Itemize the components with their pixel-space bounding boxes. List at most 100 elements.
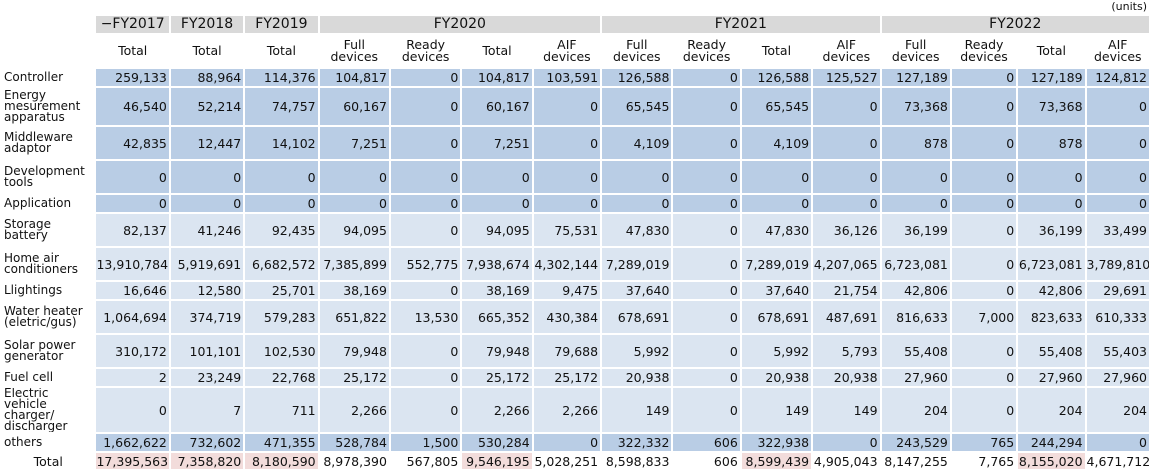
table-cell: 33,499 [1086, 214, 1149, 246]
table-cell: 7,251 [462, 127, 532, 159]
table-cell: 0 [673, 195, 740, 212]
column-header: Total [170, 35, 244, 67]
row-label: others [2, 434, 95, 451]
table-cell: 52,214 [170, 88, 244, 125]
units-label: (units) [1111, 0, 1147, 13]
table-cell: 4,302,144 [533, 248, 601, 280]
table-cell: 46,540 [96, 88, 169, 125]
table-cell: 149 [741, 388, 812, 432]
table-cell: 25,172 [462, 369, 532, 386]
table-cell: 101,101 [170, 335, 244, 367]
table-cell: 243,529 [881, 434, 950, 451]
table-cell: 14,102 [245, 127, 318, 159]
table-row: Home air conditioners 13,910,784 5,919,691… [2, 248, 1149, 280]
table-cell: 0 [462, 195, 532, 212]
table-cell: 0 [1086, 195, 1149, 212]
column-header: Ready devices [673, 35, 740, 67]
table-cell: 0 [951, 88, 1017, 125]
table-cell: 27,960 [881, 369, 950, 386]
table-cell: 552,775 [390, 248, 461, 280]
row-label: Development tools [2, 161, 95, 193]
table-cell: 94,095 [319, 214, 389, 246]
table-cell: 0 [533, 195, 601, 212]
table-cell: 73,368 [881, 88, 950, 125]
table-cell: 0 [245, 161, 318, 193]
table-cell: 310,172 [96, 335, 169, 367]
table-cell: 0 [881, 195, 950, 212]
table-cell: 127,189 [881, 69, 950, 86]
column-header: AIF devices [533, 35, 601, 67]
table-cell: 42,835 [96, 127, 169, 159]
table-cell: 0 [673, 282, 740, 299]
table-cell: 606 [673, 434, 740, 451]
column-header: Full devices [319, 35, 389, 67]
table-cell: 0 [96, 161, 169, 193]
total-cell: 5,028,251 [533, 453, 601, 469]
table-cell: 7,938,674 [462, 248, 532, 280]
table-cell: 0 [951, 214, 1017, 246]
row-label: Home air conditioners [2, 248, 95, 280]
row-label: Energy mesurement apparatus [2, 88, 95, 125]
table-cell: 0 [881, 161, 950, 193]
total-cell: 8,147,255 [881, 453, 950, 469]
table-cell: 21,754 [813, 282, 880, 299]
table-cell: 6,723,081 [881, 248, 950, 280]
table-cell: 7,289,019 [602, 248, 672, 280]
table-row: Development tools 0 0 0 0 0 0 0 0 0 0 0 0 0 0 0 [2, 161, 1149, 193]
table-cell: 2 [96, 369, 169, 386]
corner-cell [2, 35, 95, 67]
table-cell: 2,266 [319, 388, 389, 432]
total-cell: 7,765 [951, 453, 1017, 469]
table-cell: 0 [673, 335, 740, 367]
table-cell: 471,355 [245, 434, 318, 451]
table-cell: 0 [390, 195, 461, 212]
table-cell: 20,938 [813, 369, 880, 386]
table-cell: 0 [951, 161, 1017, 193]
table-row: Storage battery 82,137 41,246 92,435 94,095 0… [2, 214, 1149, 246]
table-cell: 27,960 [1018, 369, 1085, 386]
table-cell: 259,133 [96, 69, 169, 86]
table-cell: 430,384 [533, 301, 601, 333]
table-cell: 12,580 [170, 282, 244, 299]
table-cell: 82,137 [96, 214, 169, 246]
table-cell: 79,688 [533, 335, 601, 367]
table-cell: 0 [951, 335, 1017, 367]
table-cell: 7,385,899 [319, 248, 389, 280]
table-cell: 7,289,019 [741, 248, 812, 280]
table-cell: 42,806 [881, 282, 950, 299]
table-cell: 374,719 [170, 301, 244, 333]
total-cell: 8,155,020 [1018, 453, 1085, 469]
table-row: Energy mesurement apparatus 46,540 52,214 7… [2, 88, 1149, 125]
row-label: Application [2, 195, 95, 212]
row-label: Fuel cell [2, 369, 95, 386]
table-cell: 55,408 [881, 335, 950, 367]
table-row: others 1,662,622 732,602 471,355 528,784 1,50… [2, 434, 1149, 451]
table-cell: 0 [673, 161, 740, 193]
table-cell: 88,964 [170, 69, 244, 86]
table-cell: 60,167 [319, 88, 389, 125]
table-cell: 13,910,784 [96, 248, 169, 280]
table-cell: 0 [319, 195, 389, 212]
table-cell: 1,500 [390, 434, 461, 451]
table-cell: 38,169 [319, 282, 389, 299]
table-cell: 6,723,081 [1018, 248, 1085, 280]
table-cell: 0 [245, 195, 318, 212]
table-cell: 74,757 [245, 88, 318, 125]
table-cell: 4,207,065 [813, 248, 880, 280]
table-cell: 823,633 [1018, 301, 1085, 333]
table-cell: 75,531 [533, 214, 601, 246]
table-cell: 0 [673, 127, 740, 159]
table-cell: 0 [390, 335, 461, 367]
table-cell: 20,938 [741, 369, 812, 386]
table-cell: 322,332 [602, 434, 672, 451]
device-shipments-table: −FY2017 FY2018 FY2019 FY2020 FY2021 FY2022 To… [0, 14, 1151, 471]
table-cell: 0 [1018, 161, 1085, 193]
row-label: Controller [2, 69, 95, 86]
total-cell: 8,599,439 [741, 453, 812, 469]
column-header: Ready devices [951, 35, 1017, 67]
year-header: FY2020 [319, 16, 601, 33]
table-cell: 0 [602, 195, 672, 212]
total-cell: 8,180,590 [245, 453, 318, 469]
table-cell: 124,812 [1086, 69, 1149, 86]
table-cell: 22,768 [245, 369, 318, 386]
